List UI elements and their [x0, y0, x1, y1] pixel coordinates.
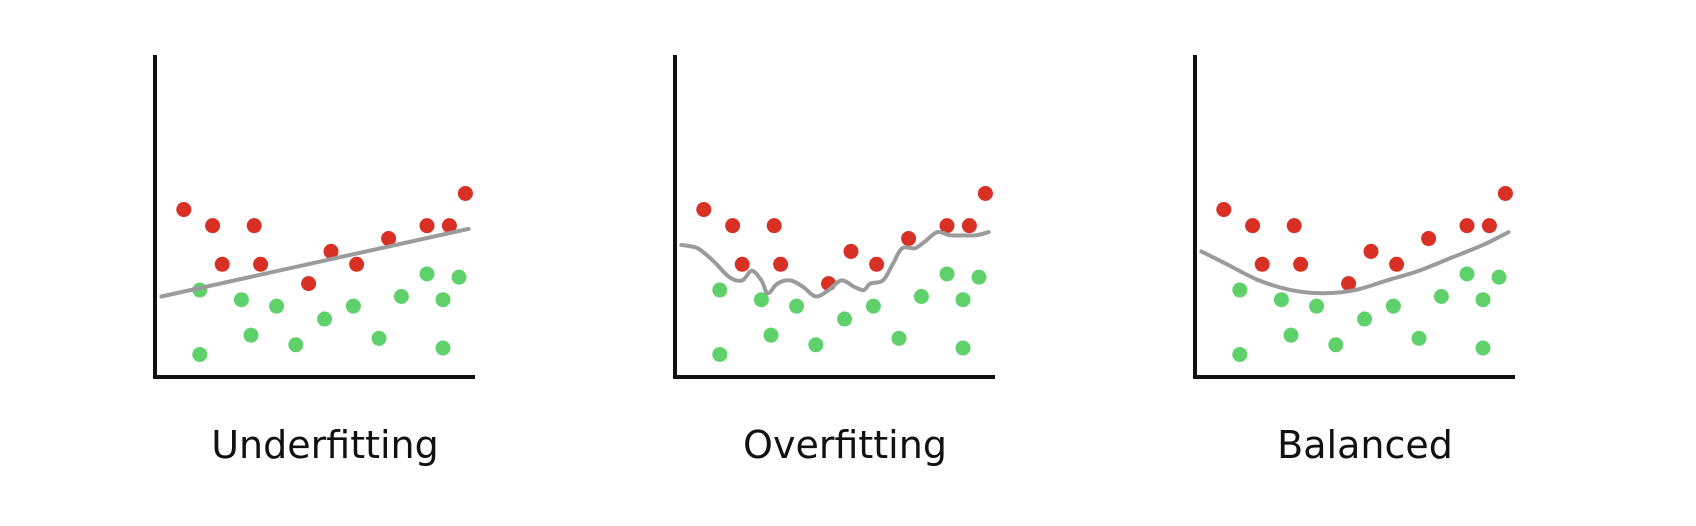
red-point-balanced-7	[1363, 243, 1379, 259]
green-point-balanced-10	[1459, 266, 1475, 282]
red-point-overfitting-4	[734, 256, 750, 272]
red-point-overfitting-9	[901, 231, 917, 247]
green-point-balanced-1	[1232, 282, 1248, 298]
red-point-underfitting-8	[349, 256, 365, 272]
green-point-balanced-7	[1385, 298, 1401, 314]
green-point-underfitting-14	[435, 340, 451, 356]
green-point-overfitting-8	[891, 330, 907, 346]
axes-balanced	[1193, 55, 1515, 379]
panel-overfitting: Overfitting	[673, 55, 995, 467]
red-point-overfitting-2	[725, 218, 741, 234]
panel-balanced: Balanced	[1193, 55, 1515, 467]
red-point-balanced-4	[1254, 256, 1270, 272]
green-point-balanced-9	[1433, 289, 1449, 304]
green-point-overfitting-1	[712, 282, 728, 298]
fit-curve-balanced	[1199, 230, 1511, 296]
green-point-overfitting-14	[955, 340, 971, 356]
green-point-balanced-4	[1283, 327, 1299, 343]
fit-curve-overfitting	[679, 229, 991, 299]
red-point-balanced-8	[1389, 256, 1405, 272]
green-point-underfitting-11	[435, 292, 451, 308]
red-point-underfitting-7	[323, 243, 339, 259]
green-point-underfitting-12	[451, 269, 467, 285]
axes-underfitting	[153, 55, 475, 379]
red-point-underfitting-5	[253, 256, 269, 272]
green-point-underfitting-9	[393, 289, 409, 304]
red-point-balanced-1	[1216, 202, 1232, 218]
green-point-underfitting-13	[192, 346, 208, 362]
green-point-underfitting-5	[288, 337, 304, 353]
green-point-underfitting-4	[243, 327, 259, 343]
red-point-overfitting-7	[843, 243, 859, 259]
green-point-balanced-8	[1411, 330, 1427, 346]
red-point-overfitting-8	[869, 256, 885, 272]
green-point-balanced-11	[1475, 292, 1491, 308]
green-point-underfitting-6	[317, 311, 333, 327]
panel-label-balanced: Balanced	[1277, 423, 1453, 467]
green-point-overfitting-12	[971, 269, 987, 285]
red-point-underfitting-10	[419, 218, 435, 234]
red-point-overfitting-3	[766, 218, 782, 234]
green-point-overfitting-4	[763, 327, 779, 343]
red-point-underfitting-9	[381, 231, 397, 247]
green-point-balanced-13	[1232, 346, 1248, 362]
red-point-balanced-2	[1245, 218, 1261, 234]
red-point-balanced-6	[1341, 276, 1357, 292]
red-point-balanced-10	[1459, 218, 1475, 234]
red-point-underfitting-3	[246, 218, 262, 234]
red-point-overfitting-5	[773, 256, 789, 272]
red-point-underfitting-12	[457, 185, 473, 201]
panel-label-overfitting: Overfitting	[743, 423, 947, 467]
green-point-underfitting-3	[269, 298, 285, 314]
green-point-balanced-5	[1328, 337, 1344, 353]
green-point-balanced-12	[1491, 269, 1507, 285]
red-point-balanced-12	[1497, 185, 1513, 201]
red-point-balanced-5	[1293, 256, 1309, 272]
red-point-overfitting-11	[961, 218, 977, 234]
red-point-underfitting-11	[441, 218, 457, 234]
panel-underfitting: Underfitting	[153, 55, 475, 467]
red-point-balanced-3	[1286, 218, 1302, 234]
green-point-balanced-3	[1309, 298, 1325, 314]
green-point-underfitting-8	[371, 330, 387, 346]
green-point-underfitting-2	[233, 292, 249, 308]
green-point-overfitting-10	[939, 266, 955, 282]
green-point-balanced-14	[1475, 340, 1491, 356]
plot-area-overfitting	[673, 55, 995, 379]
plot-area-balanced	[1193, 55, 1515, 379]
green-point-overfitting-2	[753, 292, 769, 308]
green-point-underfitting-10	[419, 266, 435, 282]
plot-area-underfitting	[153, 55, 475, 379]
red-point-overfitting-1	[696, 202, 712, 218]
green-point-overfitting-7	[865, 298, 881, 314]
green-point-overfitting-11	[955, 292, 971, 308]
green-point-underfitting-7	[345, 298, 361, 314]
green-point-overfitting-9	[913, 289, 929, 304]
red-point-balanced-11	[1481, 218, 1497, 234]
red-point-underfitting-6	[301, 276, 317, 292]
fit-curve-underfitting	[159, 226, 471, 299]
red-point-underfitting-4	[214, 256, 230, 272]
green-point-balanced-2	[1273, 292, 1289, 308]
axes-overfitting	[673, 55, 995, 379]
red-point-balanced-9	[1421, 231, 1437, 247]
red-point-overfitting-12	[977, 185, 993, 201]
green-point-balanced-6	[1357, 311, 1373, 327]
green-point-overfitting-13	[712, 346, 728, 362]
red-point-overfitting-10	[939, 218, 955, 234]
panel-label-underfitting: Underfitting	[211, 423, 439, 467]
green-point-overfitting-5	[808, 337, 824, 353]
red-point-underfitting-1	[176, 202, 192, 218]
red-point-underfitting-2	[205, 218, 221, 234]
green-point-overfitting-6	[837, 311, 853, 327]
green-point-overfitting-3	[789, 298, 805, 314]
